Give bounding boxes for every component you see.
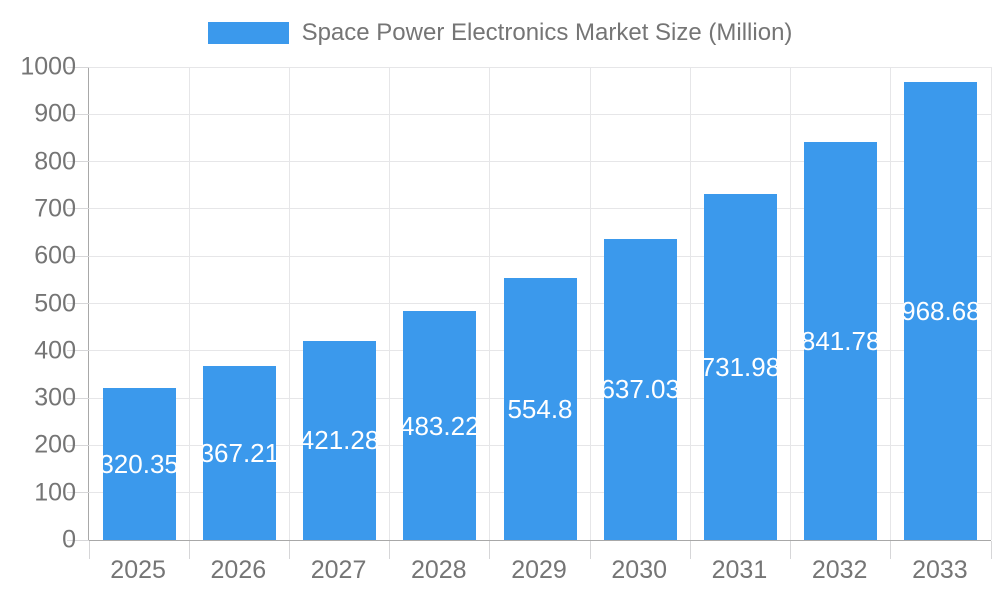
x-axis-tick <box>890 541 892 559</box>
gridline-v <box>890 67 892 540</box>
x-axis-label-2033: 2033 <box>912 556 968 584</box>
gridline-h <box>89 113 991 115</box>
x-axis-tick <box>188 541 190 559</box>
bar-2026[interactable]: 367.21 <box>200 366 279 540</box>
y-axis-label: 300 <box>34 383 76 412</box>
bar-2025[interactable]: 320.35 <box>99 388 179 540</box>
legend-label: Space Power Electronics Market Size (Mil… <box>301 19 793 46</box>
y-axis-tick <box>67 113 89 115</box>
x-axis-tick <box>489 541 491 559</box>
bar-2032[interactable]: 841.78 <box>801 141 880 540</box>
gridline-v <box>689 67 691 540</box>
y-axis-tick <box>67 350 89 352</box>
x-axis-tick <box>288 541 290 559</box>
x-axis-label-2031: 2031 <box>711 556 768 584</box>
y-axis-tick <box>67 161 89 163</box>
y-axis-label: 800 <box>34 147 76 176</box>
x-axis-tick <box>389 541 391 559</box>
gridline-v <box>288 67 290 540</box>
gridline-v <box>589 67 591 540</box>
bar-value-label: 731.98 <box>700 351 781 382</box>
gridline-h <box>89 255 991 257</box>
gridline-v <box>489 67 491 540</box>
gridline-h <box>89 66 991 68</box>
y-axis-label: 500 <box>34 289 76 317</box>
bar-value-label: 554.8 <box>507 393 573 424</box>
bar-2031[interactable]: 731.98 <box>701 193 780 540</box>
y-axis-tick <box>67 255 89 257</box>
bar-2030[interactable]: 637.03 <box>600 238 680 540</box>
y-axis-label: 100 <box>34 478 76 507</box>
bar-2029[interactable]: 554.8 <box>503 277 577 540</box>
x-axis-label-2027: 2027 <box>310 556 367 584</box>
x-axis-label-2025: 2025 <box>110 556 166 584</box>
gridline-v <box>790 67 792 540</box>
bar-value-label: 483.22 <box>400 410 480 441</box>
y-axis-label: 600 <box>34 241 76 270</box>
legend[interactable]: Space Power Electronics Market Size (Mil… <box>0 19 1000 46</box>
bar-value-label: 968.68 <box>901 295 981 326</box>
y-axis-tick <box>67 303 89 304</box>
legend-swatch <box>207 22 289 44</box>
x-axis-label-2030: 2030 <box>611 556 668 584</box>
y-axis-label: 700 <box>34 194 76 223</box>
x-axis-tick <box>589 541 591 559</box>
x-axis-label-2028: 2028 <box>410 556 467 584</box>
bar-value-label: 421.28 <box>299 425 380 456</box>
y-axis-tick <box>67 444 89 446</box>
bar-2033[interactable]: 968.68 <box>901 81 981 540</box>
y-axis-tick <box>67 539 89 541</box>
bar-2028[interactable]: 483.22 <box>400 311 480 540</box>
x-axis-label-2026: 2026 <box>210 556 267 584</box>
y-axis-label: 1000 <box>20 52 76 81</box>
y-axis-label: 200 <box>34 430 76 459</box>
x-axis-tick <box>990 541 992 559</box>
y-axis-label: 0 <box>62 525 76 554</box>
gridline-v <box>389 67 391 540</box>
y-axis-tick <box>67 66 89 68</box>
gridline-h <box>89 208 991 210</box>
y-axis-tick <box>67 492 89 494</box>
bar-2027[interactable]: 421.28 <box>300 340 379 540</box>
x-axis-tick <box>790 541 792 559</box>
x-axis-tick <box>88 541 90 559</box>
y-axis-tick <box>67 397 89 399</box>
gridline-v <box>188 67 190 540</box>
x-axis-tick <box>689 541 691 559</box>
bar-value-label: 320.35 <box>99 449 179 480</box>
gridline-h <box>89 161 991 163</box>
bar-value-label: 841.78 <box>800 325 881 356</box>
y-axis-label: 900 <box>34 99 76 128</box>
plot-area: 320.35 367.21 421.28 483.22 554.8 637.03 731.9… <box>67 66 992 559</box>
x-axis-label-2032: 2032 <box>811 556 868 584</box>
bar-value-label: 637.03 <box>600 374 680 405</box>
gridline-v <box>990 67 992 540</box>
bar-value-label: 367.21 <box>199 438 280 469</box>
x-axis-label-2029: 2029 <box>511 556 567 584</box>
y-axis-label: 400 <box>34 336 76 365</box>
y-axis-tick <box>67 208 89 210</box>
